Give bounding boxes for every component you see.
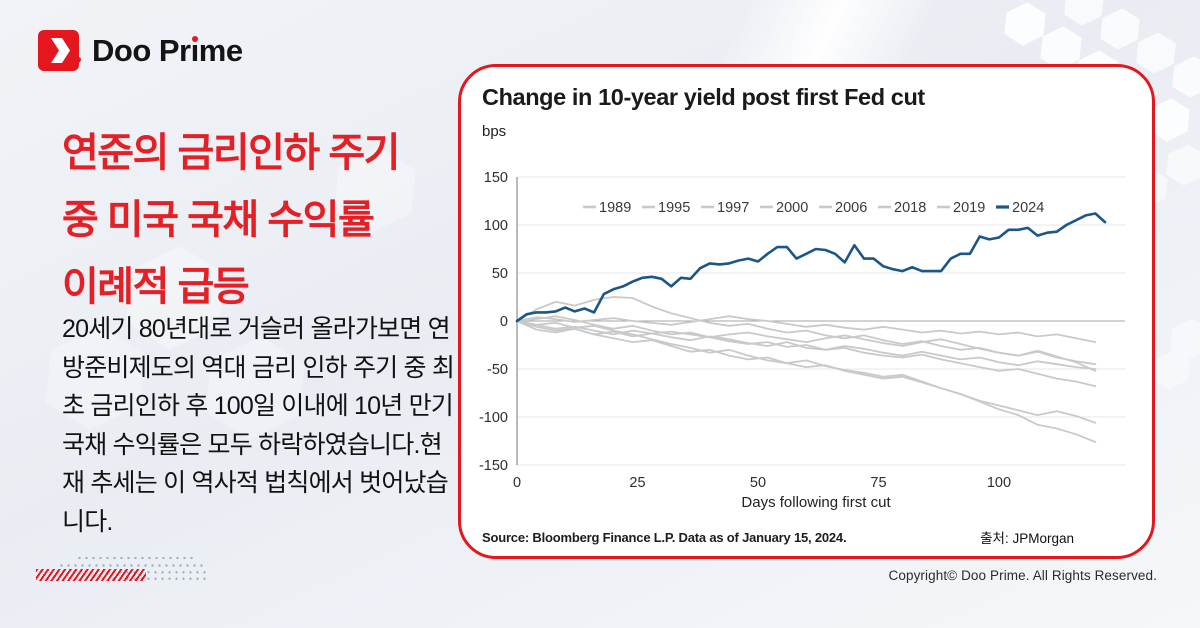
svg-text:2006: 2006	[835, 200, 867, 216]
svg-text:2018: 2018	[894, 200, 926, 216]
svg-text:-100: -100	[479, 410, 508, 426]
svg-text:2019: 2019	[953, 200, 985, 216]
headline-line-2: 중 미국 국채 수익률	[62, 198, 375, 242]
svg-text:50: 50	[750, 475, 766, 491]
headline-line-3: 이례적 급등	[62, 265, 250, 309]
svg-text:150: 150	[484, 170, 508, 186]
series-line-2006	[516, 315, 1097, 388]
chart-source: Source: Bloomberg Finance L.P. Data as o…	[482, 530, 847, 545]
chart-unit-label: bps	[482, 123, 507, 140]
svg-text:-150: -150	[479, 458, 508, 474]
series-line-2024	[515, 212, 1107, 323]
chart-title: Change in 10-year yield post first Fed c…	[482, 84, 925, 110]
series-line-2018	[516, 320, 1097, 372]
svg-text:0: 0	[500, 314, 508, 330]
svg-text:2024: 2024	[1012, 200, 1044, 216]
page-title: 연준의 금리인하 주기 중 미국 국채 수익률 이례적 급등	[62, 120, 462, 321]
body-text: 20세기 80년대로 거슬러 올라가보면 연방준비제도의 역대 금리 인하 주기…	[62, 315, 455, 536]
svg-text:Days following first cut: Days following first cut	[741, 494, 891, 511]
logo: Doo Prı me	[38, 30, 243, 71]
svg-text:25: 25	[629, 475, 645, 491]
series-line-1989	[516, 320, 1097, 370]
yield-chart: 150 100 50 0 -50 -100 -150 0 25 50 75 100 Days follo…	[465, 165, 1137, 513]
svg-text:100: 100	[987, 475, 1011, 491]
svg-text:0: 0	[513, 475, 521, 491]
headline-line-1: 연준의 금리인하 주기	[62, 131, 400, 175]
dots-decoration	[58, 562, 206, 569]
svg-text:75: 75	[870, 475, 886, 491]
copyright-text: Copyright© Doo Prime. All Rights Reserve…	[888, 568, 1157, 583]
chart-card: Change in 10-year yield post first Fed c…	[458, 64, 1155, 559]
logo-text: Doo Prı me	[92, 32, 243, 68]
svg-text:-50: -50	[487, 362, 508, 378]
doo-prime-arrow-icon	[38, 30, 82, 71]
stripes-decoration	[36, 569, 146, 581]
chart-attribution: 출처: JPMorgan	[980, 531, 1074, 546]
series-line-2000	[516, 320, 1097, 443]
series-line-1995	[516, 315, 1097, 344]
svg-text:1989: 1989	[599, 200, 631, 216]
svg-text:1997: 1997	[717, 200, 749, 216]
yield-chart-svg: 150 100 50 0 -50 -100 -150 0 25 50 75 100 Days follo…	[479, 170, 1125, 511]
dots-decoration	[76, 555, 196, 561]
svg-text:2000: 2000	[776, 200, 808, 216]
logo-i-dot	[192, 35, 199, 42]
svg-text:50: 50	[492, 266, 508, 282]
svg-text:100: 100	[484, 218, 508, 234]
series-line-2019	[516, 320, 1097, 424]
svg-text:1995: 1995	[658, 200, 690, 216]
